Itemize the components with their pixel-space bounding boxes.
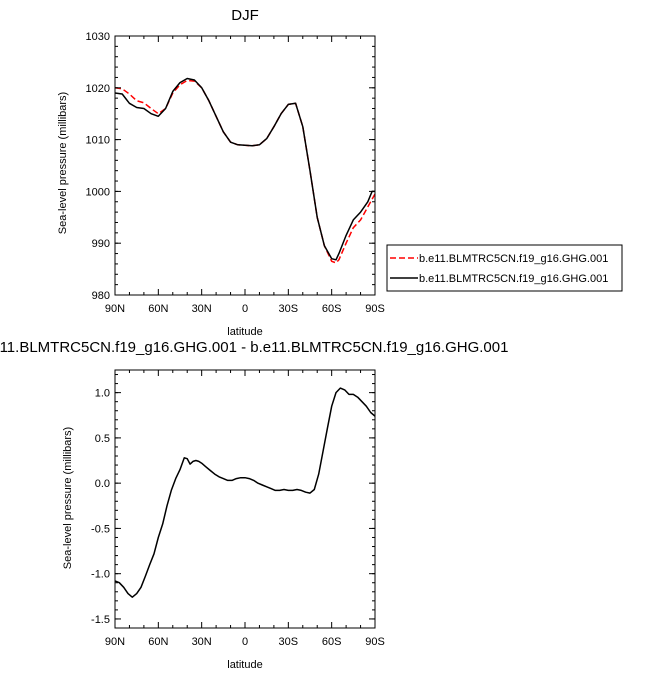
- bottom-x-tick-label: 30N: [192, 636, 212, 648]
- bottom-chart-title: 11.BLMTRC5CN.f19_g16.GHG.001 - b.e11.BLM…: [0, 339, 508, 356]
- legend-label-black: b.e11.BLMTRC5CN.f19_g16.GHG.001: [419, 273, 608, 285]
- top-x-tick-label: 30N: [192, 303, 212, 315]
- bottom-y-tick-label: 0.5: [95, 433, 110, 445]
- bottom-y-tick-label: -0.5: [91, 523, 110, 535]
- bottom-x-tick-label: 30S: [279, 636, 299, 648]
- legend-label-red: b.e11.BLMTRC5CN.f19_g16.GHG.001: [419, 253, 608, 265]
- top-y-axis-label: Sea-level pressure (millibars): [57, 92, 69, 234]
- bottom-y-axis-label: Sea-level pressure (millibars): [62, 427, 74, 569]
- top-x-tick-label: 0: [242, 303, 248, 315]
- top-x-axis-label: latitude: [227, 326, 262, 338]
- bottom-x-tick-label: 0: [242, 636, 248, 648]
- bottom-y-tick-label: -1.0: [91, 569, 110, 581]
- top-chart-title: DJF: [231, 7, 259, 24]
- top-y-tick-label: 980: [92, 290, 110, 302]
- legend-box: [386, 244, 623, 292]
- top-series-line-1: [114, 77, 375, 261]
- bottom-series-line-0: [114, 387, 376, 598]
- top-x-tick-label: 60S: [322, 303, 342, 315]
- bottom-x-tick-label: 90S: [365, 636, 385, 648]
- top-y-tick-label: 1000: [86, 186, 110, 198]
- bottom-x-tick-label: 60S: [322, 636, 342, 648]
- top-x-tick-label: 90N: [105, 303, 125, 315]
- top-x-tick-label: 30S: [279, 303, 299, 315]
- top-x-tick-label: 60N: [148, 303, 168, 315]
- bottom-y-tick-label: 0.0: [95, 478, 110, 490]
- bottom-plot-frame: [114, 369, 376, 629]
- top-y-tick-label: 990: [92, 238, 110, 250]
- top-y-tick-label: 1030: [86, 31, 110, 43]
- bottom-x-axis-label: latitude: [227, 659, 262, 671]
- top-plot-frame: [114, 35, 376, 296]
- top-y-tick-label: 1020: [86, 83, 110, 95]
- bottom-panel: 11.BLMTRC5CN.f19_g16.GHG.001 - b.e11.BLM…: [0, 339, 508, 671]
- bottom-x-tick-label: 90N: [105, 636, 125, 648]
- legend: b.e11.BLMTRC5CN.f19_g16.GHG.001 b.e11.BL…: [386, 244, 623, 292]
- top-x-tick-label: 90S: [365, 303, 385, 315]
- top-series-line-0: [114, 79, 376, 264]
- bottom-y-tick-label: -1.5: [91, 614, 110, 626]
- top-panel: DJF 90N 60N 30N 0 30S 60S 90S 980 990 1000 1010 102…: [57, 7, 623, 338]
- bottom-x-tick-label: 60N: [148, 636, 168, 648]
- bottom-y-tick-label: 1.0: [95, 388, 110, 400]
- top-y-tick-label: 1010: [86, 135, 110, 147]
